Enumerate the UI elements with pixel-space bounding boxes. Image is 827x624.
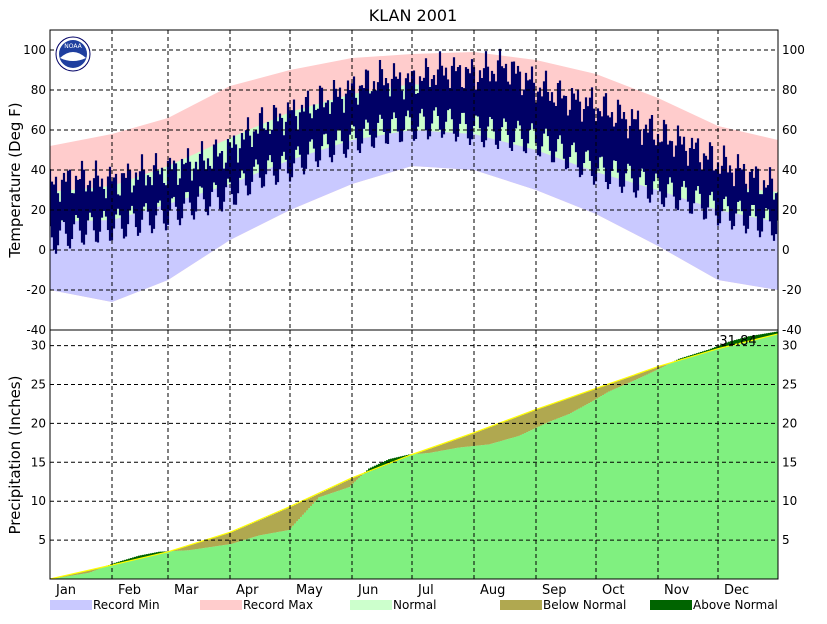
precip-y-tick-label-left: 15	[31, 455, 46, 469]
precip-y-tick-label-right: 20	[782, 416, 797, 430]
chart-title: KLAN 2001	[369, 6, 458, 25]
temp-y-tick-label-left: 20	[31, 203, 46, 217]
temp-y-tick-label-left: 80	[31, 83, 46, 97]
legend: Record Min Record Max Normal Below Normal Ab…	[50, 598, 778, 612]
precip-y-axis-label: Precipitation (Inches)	[6, 376, 24, 535]
legend-label: Record Min	[93, 598, 160, 612]
month-label: Mar	[174, 583, 199, 598]
temp-y-tick-label-left: 40	[31, 163, 46, 177]
temp-y-tick-label-right: 0	[782, 243, 790, 257]
temp-plot-area	[50, 49, 778, 302]
legend-label: Normal	[393, 598, 436, 612]
month-label: Nov	[664, 583, 690, 598]
month-label: May	[296, 583, 323, 598]
noaa-logo: NOAA	[56, 37, 90, 71]
legend-swatch	[650, 600, 692, 610]
temp-y-tick-label-right: -20	[782, 283, 802, 297]
precip-y-tick-label-right: 30	[782, 339, 797, 353]
temp-y-tick-label-right: 20	[782, 203, 797, 217]
legend-swatch	[350, 600, 392, 610]
precip-y-tick-label-right: 15	[782, 455, 797, 469]
precipitation-panel: 5 5 10 10 15 15 20 20 25 25 30 30	[31, 330, 798, 579]
temp-y-tick-label-left: 0	[38, 243, 46, 257]
month-label: Dec	[724, 583, 749, 598]
legend-label: Below Normal	[543, 598, 626, 612]
precip-y-tick-label-right: 25	[782, 377, 797, 391]
temperature-panel: -40 -40 -20 -20 0 0 20 20 40 40 60 60 80 80 100 100	[23, 30, 805, 337]
temp-y-tick-label-right: -40	[782, 323, 802, 337]
precip-y-tick-label-left: 10	[31, 494, 46, 508]
legend-swatch	[200, 600, 242, 610]
precip-y-tick-label-right: 10	[782, 494, 797, 508]
temp-y-tick-label-left: 100	[23, 43, 46, 57]
temp-y-tick-label-right: 80	[782, 83, 797, 97]
month-label: Apr	[236, 583, 259, 598]
temp-y-tick-label-right: 40	[782, 163, 797, 177]
month-label: Jul	[417, 583, 434, 598]
legend-label: Record Max	[243, 598, 313, 612]
temp-y-tick-label-right: 100	[782, 43, 805, 57]
month-label: Jan	[55, 583, 76, 598]
legend-label: Above Normal	[693, 598, 778, 612]
temp-y-tick-label-left: 60	[31, 123, 46, 137]
legend-swatch	[50, 600, 92, 610]
precip-y-tick-label-right: 5	[782, 533, 790, 547]
temp-y-tick-label-left: -40	[26, 323, 46, 337]
precip-y-tick-label-left: 20	[31, 416, 46, 430]
month-label: Jun	[357, 583, 378, 598]
month-label: Feb	[118, 583, 141, 598]
temp-y-axis-label: Temperature (Deg F)	[6, 102, 24, 258]
month-axis-labels: Jan Feb Mar Apr May Jun Jul Aug Sep Oct Nov Dec	[55, 583, 749, 598]
precip-plot-area	[50, 331, 781, 579]
temp-y-tick-label-right: 60	[782, 123, 797, 137]
month-label: Oct	[602, 583, 624, 598]
precip-y-tick-label-left: 5	[38, 533, 46, 547]
precip-y-tick-label-left: 30	[31, 339, 46, 353]
noaa-logo-text: NOAA	[64, 43, 82, 50]
precip-total-annotation: 31.84	[719, 334, 756, 349]
precip-y-tick-label-left: 25	[31, 377, 46, 391]
legend-swatch	[500, 600, 542, 610]
temp-y-tick-label-left: -20	[26, 283, 46, 297]
month-label: Aug	[480, 583, 505, 598]
month-label: Sep	[542, 583, 567, 598]
